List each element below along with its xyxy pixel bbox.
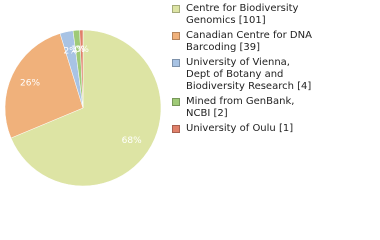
legend-swatch	[172, 59, 180, 67]
legend: Centre for Biodiversity Genomics [101] Ca…	[172, 3, 372, 135]
legend-label: University of Vienna, Dept of Botany and…	[186, 57, 312, 92]
legend-item: Mined from GenBank, NCBI [2]	[172, 96, 372, 120]
slice-label: 68%	[122, 136, 142, 146]
pie-slice	[10, 29, 162, 187]
legend-swatch	[172, 5, 180, 13]
legend-item: University of Vienna, Dept of Botany and…	[172, 57, 372, 93]
legend-item: Centre for Biodiversity Genomics [101]	[172, 3, 372, 27]
slice-label: 26%	[20, 79, 40, 89]
legend-item: University of Oulu [1]	[172, 123, 372, 135]
legend-swatch	[172, 125, 180, 133]
legend-swatch	[172, 32, 180, 40]
slice-label: 1%	[71, 45, 86, 55]
legend-label: Centre for Biodiversity Genomics [101]	[186, 3, 299, 26]
legend-swatch	[172, 98, 180, 106]
pie-slice	[79, 29, 84, 109]
legend-label: Canadian Centre for DNA Barcoding [39]	[186, 30, 312, 53]
legend-label: University of Oulu [1]	[186, 123, 294, 134]
pie-chart: 68% 26% 2%1%0%	[4, 29, 162, 187]
pie-slice	[4, 33, 84, 139]
slice-label: 0%	[75, 45, 90, 55]
legend-label: Mined from GenBank, NCBI [2]	[186, 96, 295, 119]
slice-label: 2%	[63, 46, 78, 56]
legend-item: Canadian Centre for DNA Barcoding [39]	[172, 30, 372, 54]
